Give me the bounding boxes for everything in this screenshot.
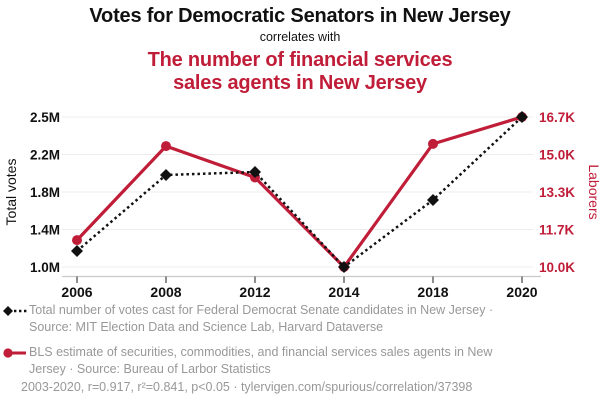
votes-data-point	[249, 166, 261, 178]
left-y-tick-label: 1.0M	[30, 260, 60, 275]
right-y-tick-label: 11.7K	[539, 222, 575, 237]
x-tick-label: 2018	[417, 284, 448, 300]
votes-data-point	[338, 261, 350, 273]
legend-text-votes: Total number of votes cast for Federal D…	[29, 303, 494, 334]
left-y-tick-label: 1.8M	[30, 185, 60, 200]
black-diamond-dotted-line-icon	[3, 306, 27, 316]
right-y-tick-label: 13.3K	[539, 185, 575, 200]
x-tick-label: 2014	[328, 284, 359, 300]
x-tick-label: 2020	[506, 284, 537, 300]
laborers-data-point	[72, 235, 82, 246]
left-y-tick-label: 2.2M	[30, 147, 60, 162]
laborers-series-line	[75, 115, 523, 269]
x-tick-label: 2008	[150, 284, 181, 300]
page-title: Votes for Democratic Senators in New Jer…	[89, 5, 511, 27]
footer-stats: 2003-2020, r=0.917, r²=0.841, p<0.05 · t…	[21, 380, 473, 394]
laborers-data-point	[161, 141, 171, 152]
x-tick-label: 2006	[61, 284, 92, 300]
correlates-with-label: correlates with	[259, 30, 341, 44]
right-y-tick-label: 16.7K	[539, 110, 575, 125]
red-circle-solid-line-icon	[3, 348, 26, 358]
right-axis-title: Laborers	[586, 164, 600, 219]
right-y-tick-label: 10.0K	[539, 260, 575, 275]
secondary-title: The number of financial services sales a…	[0, 49, 600, 95]
votes-data-point	[427, 194, 439, 206]
left-y-tick-label: 1.4M	[30, 222, 60, 237]
left-y-tick-label: 2.5M	[30, 110, 60, 125]
left-axis-title: Total votes	[3, 159, 19, 226]
votes-data-point	[516, 111, 528, 123]
secondary-title-line-1: The number of financial services	[147, 49, 453, 71]
legend-text-laborers: BLS estimate of securities, commodities,…	[29, 345, 493, 376]
correlation-line-chart: 2006 2008 2012 2014 2018 2020 2.5M 2.2M 1.8M 1.4M…	[3, 110, 600, 300]
votes-data-point	[160, 169, 172, 181]
legend-item-laborers: BLS estimate of securities, commodities,…	[3, 344, 511, 377]
legend-item-votes: Total number of votes cast for Federal D…	[3, 302, 511, 335]
votes-series-line	[76, 116, 523, 269]
laborers-data-point	[428, 138, 438, 149]
votes-data-point	[71, 245, 83, 257]
secondary-title-line-2: sales agents in New Jersey	[173, 72, 427, 94]
x-tick-label: 2012	[239, 284, 270, 300]
right-y-tick-label: 15.0K	[539, 147, 575, 162]
